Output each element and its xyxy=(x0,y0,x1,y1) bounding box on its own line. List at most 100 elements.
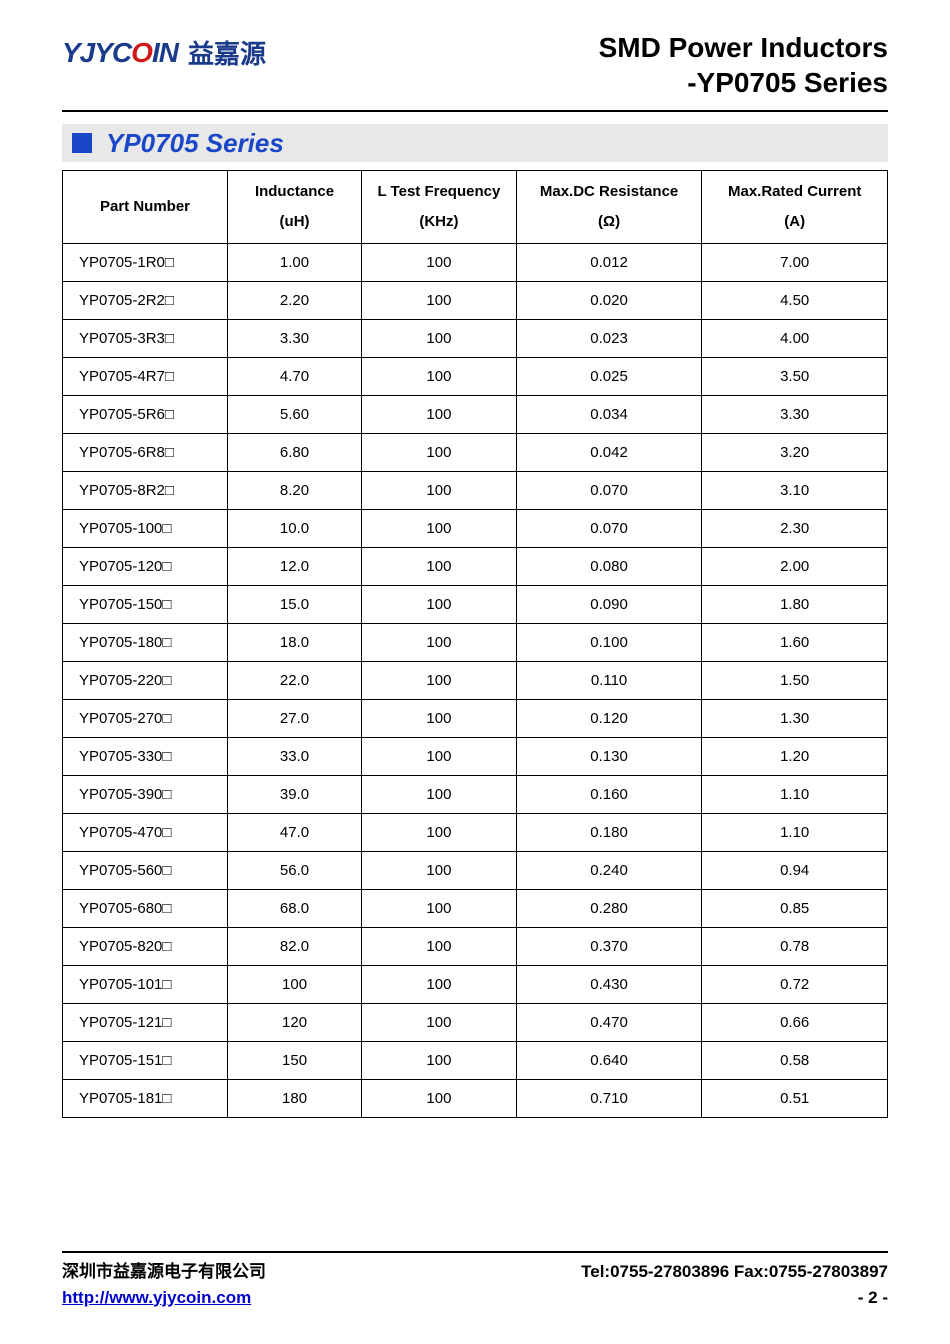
cell-inductance: 4.70 xyxy=(228,358,362,396)
cell-frequency: 100 xyxy=(362,244,517,282)
footer-url-link[interactable]: http://www.yjycoin.com xyxy=(62,1285,251,1311)
cell-current: 0.51 xyxy=(702,1080,888,1118)
table-row: YP0705-270□27.01000.1201.30 xyxy=(63,700,888,738)
cell-frequency: 100 xyxy=(362,814,517,852)
col-part-number: Part Number xyxy=(63,171,228,244)
cell-inductance: 2.20 xyxy=(228,282,362,320)
cell-current: 2.00 xyxy=(702,548,888,586)
cell-inductance: 82.0 xyxy=(228,928,362,966)
cell-dcr: 0.110 xyxy=(516,662,702,700)
cell-part-number: YP0705-330□ xyxy=(63,738,228,776)
cell-frequency: 100 xyxy=(362,358,517,396)
cell-part-number: YP0705-220□ xyxy=(63,662,228,700)
cell-dcr: 0.710 xyxy=(516,1080,702,1118)
cell-part-number: YP0705-120□ xyxy=(63,548,228,586)
cell-dcr: 0.023 xyxy=(516,320,702,358)
cell-part-number: YP0705-680□ xyxy=(63,890,228,928)
logo-mark: YJYCOIN xyxy=(62,37,178,69)
cell-frequency: 100 xyxy=(362,396,517,434)
table-row: YP0705-560□56.01000.2400.94 xyxy=(63,852,888,890)
cell-dcr: 0.070 xyxy=(516,510,702,548)
cell-current: 3.10 xyxy=(702,472,888,510)
cell-inductance: 12.0 xyxy=(228,548,362,586)
header-title-line2: -YP0705 Series xyxy=(599,65,888,100)
cell-dcr: 0.034 xyxy=(516,396,702,434)
table-row: YP0705-330□33.01000.1301.20 xyxy=(63,738,888,776)
series-square-icon xyxy=(72,133,92,153)
cell-frequency: 100 xyxy=(362,1080,517,1118)
cell-part-number: YP0705-151□ xyxy=(63,1042,228,1080)
cell-inductance: 3.30 xyxy=(228,320,362,358)
cell-part-number: YP0705-150□ xyxy=(63,586,228,624)
table-row: YP0705-100□10.01000.0702.30 xyxy=(63,510,888,548)
spec-header-row: Part Number Inductance (uH) L Test Frequ… xyxy=(63,171,888,244)
cell-frequency: 100 xyxy=(362,852,517,890)
cell-part-number: YP0705-121□ xyxy=(63,1004,228,1042)
header-rule xyxy=(62,110,888,112)
cell-frequency: 100 xyxy=(362,586,517,624)
cell-inductance: 100 xyxy=(228,966,362,1004)
cell-dcr: 0.180 xyxy=(516,814,702,852)
series-bar: YP0705 Series xyxy=(62,124,888,162)
table-row: YP0705-101□1001000.4300.72 xyxy=(63,966,888,1004)
table-row: YP0705-220□22.01000.1101.50 xyxy=(63,662,888,700)
header-title-line1: SMD Power Inductors xyxy=(599,30,888,65)
cell-current: 1.60 xyxy=(702,624,888,662)
cell-current: 0.78 xyxy=(702,928,888,966)
table-row: YP0705-3R3□3.301000.0234.00 xyxy=(63,320,888,358)
cell-dcr: 0.280 xyxy=(516,890,702,928)
cell-current: 0.58 xyxy=(702,1042,888,1080)
header-title: SMD Power Inductors -YP0705 Series xyxy=(599,30,888,100)
col-inductance: Inductance (uH) xyxy=(228,171,362,244)
spec-table-head: Part Number Inductance (uH) L Test Frequ… xyxy=(63,171,888,244)
cell-current: 0.72 xyxy=(702,966,888,1004)
table-row: YP0705-8R2□8.201000.0703.10 xyxy=(63,472,888,510)
logo-mark-post: IN xyxy=(152,37,178,68)
cell-current: 4.00 xyxy=(702,320,888,358)
cell-frequency: 100 xyxy=(362,624,517,662)
table-row: YP0705-6R8□6.801000.0423.20 xyxy=(63,434,888,472)
footer-contact: Tel:0755-27803896 Fax:0755-27803897 xyxy=(581,1259,888,1285)
cell-current: 3.30 xyxy=(702,396,888,434)
cell-current: 1.10 xyxy=(702,776,888,814)
cell-dcr: 0.130 xyxy=(516,738,702,776)
cell-dcr: 0.430 xyxy=(516,966,702,1004)
cell-part-number: YP0705-4R7□ xyxy=(63,358,228,396)
table-row: YP0705-2R2□2.201000.0204.50 xyxy=(63,282,888,320)
cell-inductance: 150 xyxy=(228,1042,362,1080)
cell-inductance: 56.0 xyxy=(228,852,362,890)
cell-inductance: 120 xyxy=(228,1004,362,1042)
footer-company: 深圳市益嘉源电子有限公司 xyxy=(62,1259,266,1285)
cell-frequency: 100 xyxy=(362,928,517,966)
cell-current: 3.20 xyxy=(702,434,888,472)
cell-part-number: YP0705-6R8□ xyxy=(63,434,228,472)
cell-inductance: 27.0 xyxy=(228,700,362,738)
table-row: YP0705-151□1501000.6400.58 xyxy=(63,1042,888,1080)
cell-current: 0.66 xyxy=(702,1004,888,1042)
col-dc-resistance: Max.DC Resistance (Ω) xyxy=(516,171,702,244)
cell-current: 1.10 xyxy=(702,814,888,852)
cell-current: 7.00 xyxy=(702,244,888,282)
series-label: YP0705 Series xyxy=(106,128,284,159)
footer-page-number: - 2 - xyxy=(858,1285,888,1311)
cell-dcr: 0.240 xyxy=(516,852,702,890)
cell-frequency: 100 xyxy=(362,510,517,548)
cell-inductance: 33.0 xyxy=(228,738,362,776)
footer-row-1: 深圳市益嘉源电子有限公司 Tel:0755-27803896 Fax:0755-… xyxy=(62,1259,888,1285)
cell-dcr: 0.640 xyxy=(516,1042,702,1080)
cell-frequency: 100 xyxy=(362,700,517,738)
cell-inductance: 68.0 xyxy=(228,890,362,928)
logo-cn: 益嘉源 xyxy=(188,34,266,71)
logo: YJYCOIN 益嘉源 xyxy=(62,34,266,71)
cell-inductance: 47.0 xyxy=(228,814,362,852)
cell-inductance: 15.0 xyxy=(228,586,362,624)
table-row: YP0705-1R0□1.001000.0127.00 xyxy=(63,244,888,282)
logo-mark-red: O xyxy=(131,37,152,68)
cell-part-number: YP0705-820□ xyxy=(63,928,228,966)
cell-dcr: 0.120 xyxy=(516,700,702,738)
cell-current: 1.30 xyxy=(702,700,888,738)
page-footer: 深圳市益嘉源电子有限公司 Tel:0755-27803896 Fax:0755-… xyxy=(62,1251,888,1310)
table-row: YP0705-150□15.01000.0901.80 xyxy=(63,586,888,624)
cell-inductance: 1.00 xyxy=(228,244,362,282)
cell-inductance: 22.0 xyxy=(228,662,362,700)
